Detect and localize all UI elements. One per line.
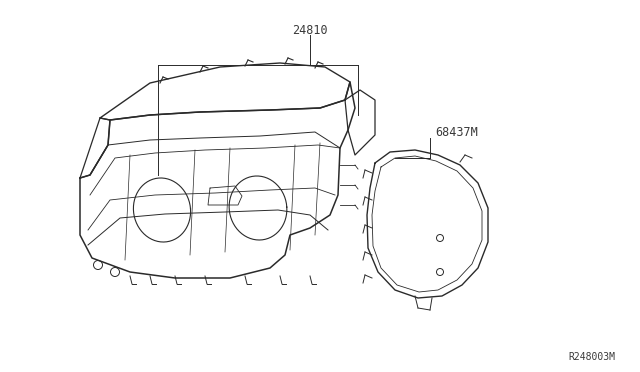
Text: 68437M: 68437M — [435, 126, 477, 140]
Text: 24810: 24810 — [292, 23, 328, 36]
Text: R248003M: R248003M — [568, 352, 615, 362]
